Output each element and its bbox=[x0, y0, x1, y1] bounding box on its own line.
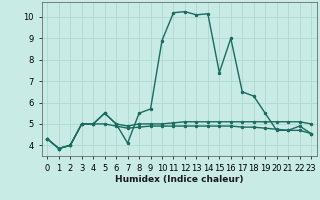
X-axis label: Humidex (Indice chaleur): Humidex (Indice chaleur) bbox=[115, 175, 244, 184]
